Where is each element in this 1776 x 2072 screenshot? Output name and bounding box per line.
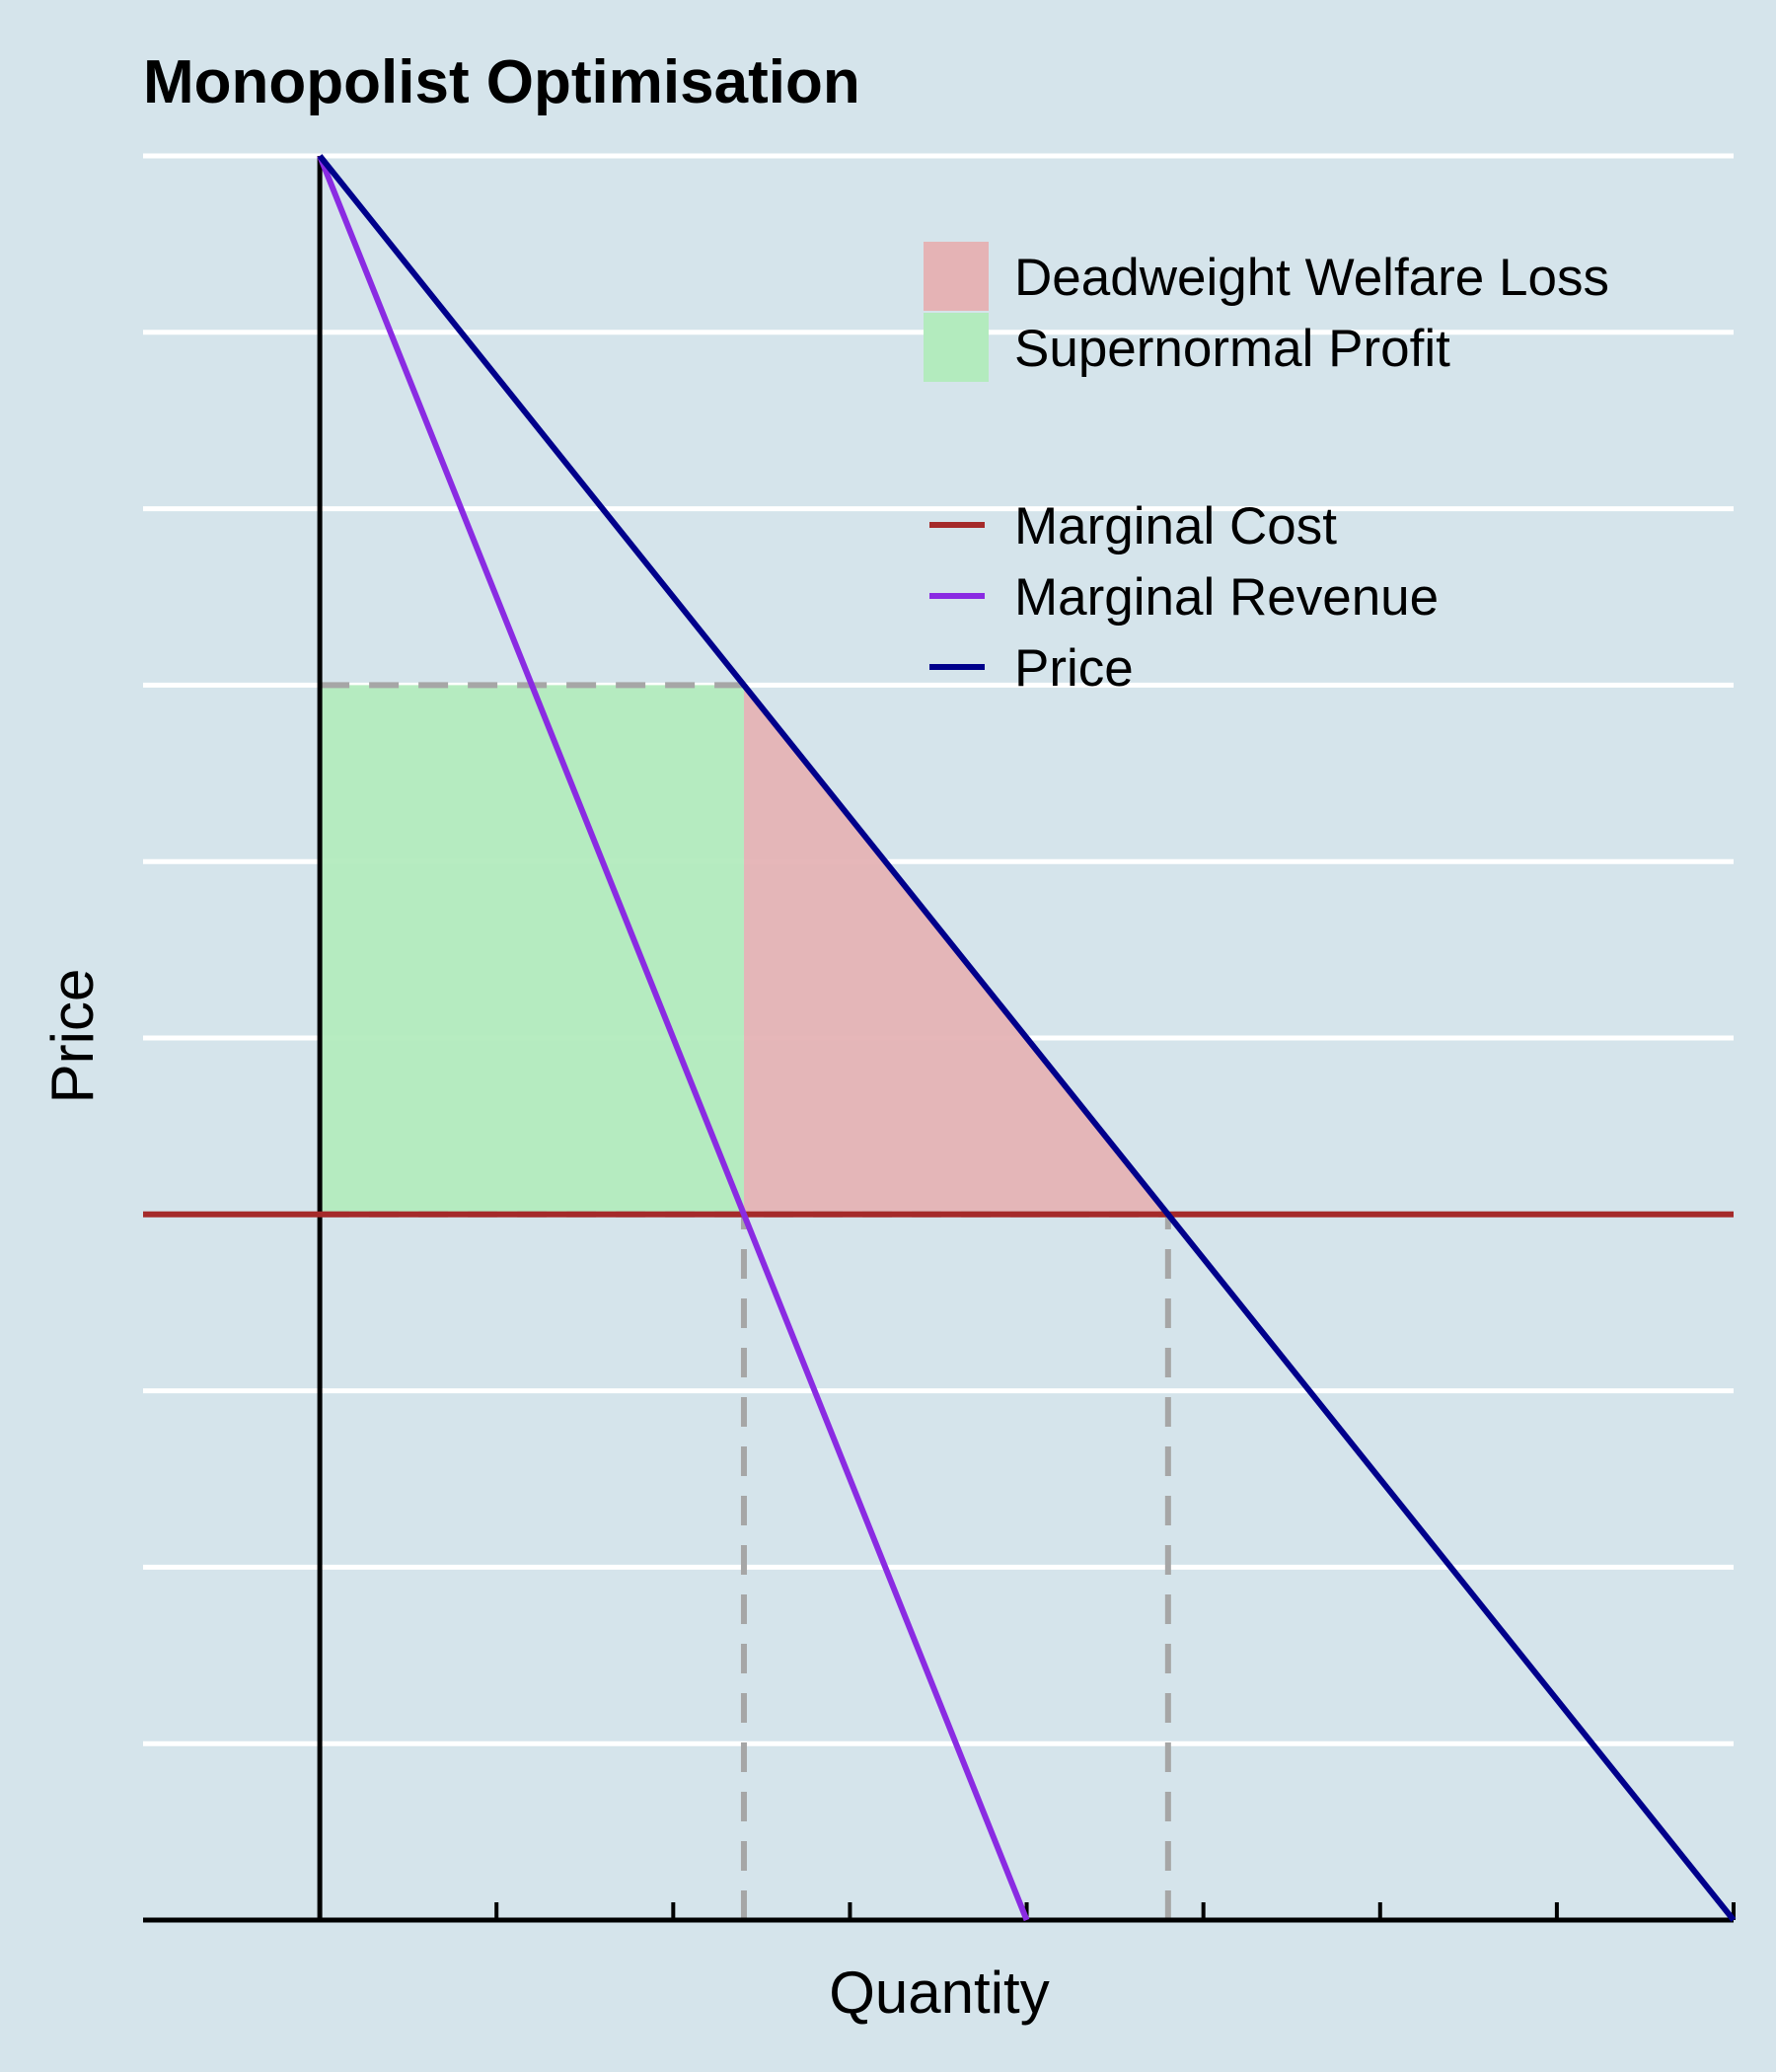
areas xyxy=(320,685,1168,1215)
area-supernormal-profit xyxy=(320,685,744,1215)
legend-swatch xyxy=(924,313,989,382)
x-axis-label: Quantity xyxy=(829,1960,1049,2026)
chart-title: Monopolist Optimisation xyxy=(143,48,860,116)
y-axis-label: Price xyxy=(39,969,106,1104)
legend-label: Marginal Revenue xyxy=(1014,568,1439,627)
axes xyxy=(143,156,1736,1923)
legend: Deadweight Welfare Loss Supernormal Profi… xyxy=(924,242,1609,698)
legend-swatch xyxy=(924,242,989,311)
legend-label: Supernormal Profit xyxy=(1014,320,1450,378)
legend-label: Price xyxy=(1014,639,1134,698)
legend-label: Marginal Cost xyxy=(1014,497,1337,555)
series-lines xyxy=(143,154,1737,1922)
series-line-marginal-revenue xyxy=(317,154,1030,1922)
legend-label: Deadweight Welfare Loss xyxy=(1014,249,1609,307)
series-line-price xyxy=(317,154,1737,1922)
